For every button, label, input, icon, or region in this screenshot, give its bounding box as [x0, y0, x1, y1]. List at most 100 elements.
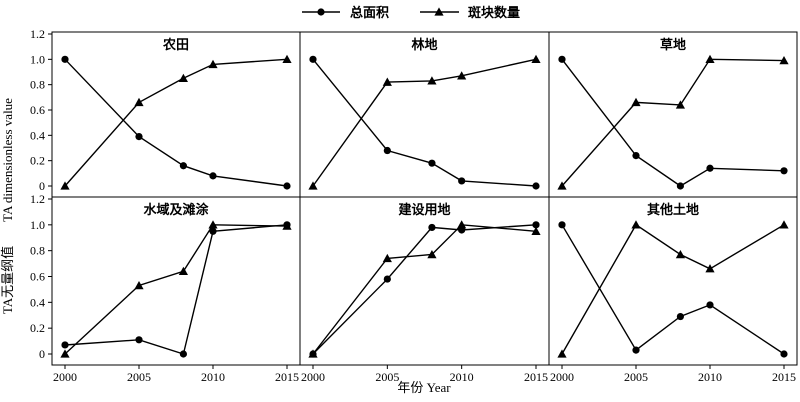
- y-tick-label: 1.2: [30, 27, 45, 41]
- data-point-patch-count: [457, 71, 467, 80]
- panel-title: 水域及滩涂: [143, 202, 209, 218]
- data-point-patch-count: [282, 54, 292, 64]
- series-line-total-area: [312, 224, 537, 355]
- y-axis-title-en: TA dimensionless value: [0, 98, 15, 222]
- data-point-patch-count: [382, 253, 392, 263]
- data-point-total-area: [179, 162, 187, 170]
- data-point-total-area: [135, 336, 143, 344]
- data-point-total-area: [676, 312, 685, 321]
- data-point-patch-count: [427, 76, 437, 85]
- data-point-patch-count: [178, 266, 188, 276]
- data-point-total-area: [780, 350, 788, 358]
- x-tick-label: 2005: [624, 370, 648, 384]
- data-point-patch-count: [779, 56, 789, 65]
- data-point-total-area: [706, 164, 714, 172]
- legend-marker-patch-count: [434, 7, 444, 16]
- series-line-patch-count: [561, 58, 785, 187]
- data-point-patch-count: [208, 220, 218, 229]
- y-axis-title-cn: TA无量纲值: [0, 246, 15, 314]
- y-tick-label: 1.2: [30, 192, 45, 206]
- data-point-patch-count: [60, 349, 70, 358]
- data-point-patch-count: [705, 264, 715, 273]
- y-tick-label: 0.6: [30, 103, 45, 117]
- data-point-total-area: [676, 182, 685, 190]
- x-tick-label: 2005: [375, 370, 399, 384]
- x-tick-label: 2010: [201, 370, 225, 384]
- data-point-total-area: [383, 275, 391, 283]
- data-point-patch-count: [178, 73, 188, 83]
- y-tick-label: 0.2: [30, 154, 45, 168]
- y-tick-label: 1.0: [30, 52, 45, 66]
- y-tick-label: 1.0: [30, 218, 45, 232]
- data-point-patch-count: [208, 59, 218, 69]
- x-tick-label: 2015: [772, 370, 796, 384]
- data-point-total-area: [383, 146, 391, 155]
- data-point-total-area: [428, 223, 436, 232]
- y-tick-label: 0.6: [30, 270, 45, 284]
- data-point-total-area: [283, 182, 291, 190]
- series-line-patch-count: [64, 58, 288, 187]
- panel-title: 林地: [411, 37, 437, 53]
- data-point-total-area: [209, 172, 217, 180]
- series-line-total-area: [64, 58, 288, 187]
- x-axis-title: 年份 Year: [397, 380, 451, 395]
- legend-label: 斑块数量: [468, 5, 520, 21]
- data-point-total-area: [558, 221, 566, 229]
- data-point-patch-count: [675, 100, 685, 109]
- y-tick-label: 0: [39, 347, 45, 361]
- data-point-total-area: [61, 55, 69, 63]
- panel-title: 其他土地: [647, 202, 699, 218]
- data-point-total-area: [179, 350, 187, 358]
- data-point-total-area: [558, 55, 566, 63]
- data-point-patch-count: [134, 280, 144, 290]
- x-tick-label: 2000: [550, 370, 574, 384]
- panel-title: 农田: [162, 37, 189, 53]
- data-point-patch-count: [631, 220, 641, 229]
- series-line-patch-count: [312, 58, 537, 187]
- series-line-total-area: [312, 58, 537, 187]
- x-tick-label: 2010: [450, 370, 474, 384]
- panel-title: 建设用地: [398, 202, 450, 218]
- x-tick-label: 2015: [524, 370, 548, 384]
- data-point-total-area: [632, 346, 640, 354]
- data-point-patch-count: [557, 181, 567, 190]
- x-tick-label: 2000: [53, 370, 77, 384]
- series-line-patch-count: [561, 223, 785, 355]
- data-point-total-area: [458, 177, 466, 185]
- x-tick-label: 2015: [275, 370, 299, 384]
- data-point-total-area: [532, 221, 540, 229]
- y-tick-label: 0.2: [30, 321, 45, 335]
- legend-marker-total-area: [317, 8, 325, 16]
- y-tick-label: 0.4: [30, 295, 45, 309]
- data-point-patch-count: [779, 220, 789, 229]
- data-point-total-area: [209, 227, 217, 235]
- x-tick-label: 2010: [698, 370, 722, 384]
- y-tick-label: 0.4: [30, 128, 45, 142]
- data-point-patch-count: [531, 54, 541, 64]
- data-point-patch-count: [631, 97, 641, 107]
- y-tick-label: 0: [39, 179, 45, 193]
- data-point-patch-count: [457, 220, 467, 229]
- x-tick-label: 2000: [301, 370, 325, 384]
- data-point-patch-count: [382, 77, 392, 86]
- data-point-total-area: [61, 341, 69, 349]
- y-tick-label: 0.8: [30, 244, 45, 258]
- legend-label: 总面积: [350, 5, 389, 21]
- data-point-patch-count: [282, 221, 292, 230]
- data-point-total-area: [309, 55, 317, 63]
- data-point-total-area: [428, 159, 436, 167]
- series-line-total-area: [561, 58, 785, 187]
- series-line-patch-count: [64, 224, 288, 355]
- data-point-patch-count: [557, 349, 567, 358]
- y-tick-label: 0.8: [30, 78, 45, 92]
- series-line-total-area: [64, 224, 288, 355]
- data-point-patch-count: [675, 249, 685, 259]
- series-line-patch-count: [312, 224, 537, 355]
- data-point-patch-count: [134, 97, 144, 107]
- data-point-total-area: [632, 152, 640, 160]
- x-tick-label: 2005: [127, 370, 151, 384]
- data-point-patch-count: [308, 181, 318, 190]
- data-point-total-area: [706, 301, 714, 309]
- data-point-total-area: [532, 182, 540, 190]
